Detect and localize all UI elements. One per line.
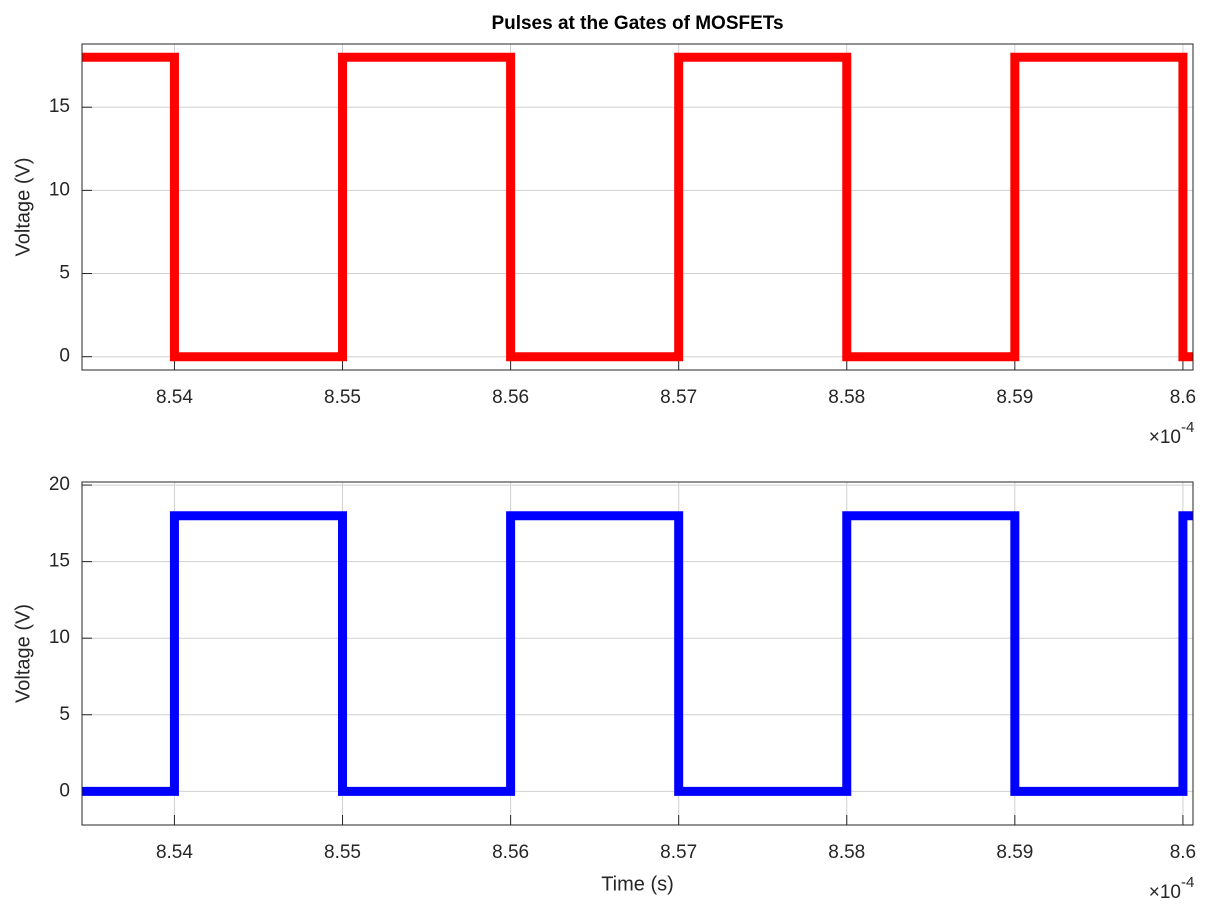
x-tick-label: 8.59 bbox=[996, 387, 1033, 408]
x-multiplier-exponent: -4 bbox=[1181, 874, 1194, 891]
x-tick-label: 8.55 bbox=[324, 387, 361, 408]
x-tick-label: 8.54 bbox=[156, 842, 193, 863]
x-tick-label: 8.6 bbox=[1170, 842, 1196, 863]
x-multiplier-exponent: -4 bbox=[1181, 419, 1194, 436]
y-tick-label: 5 bbox=[59, 704, 70, 725]
axes-box bbox=[81, 43, 1194, 371]
plot-area bbox=[82, 44, 1193, 370]
x-tick-label: 8.56 bbox=[492, 387, 529, 408]
x-tick-label: 8.55 bbox=[324, 842, 361, 863]
x-multiplier: ×10 bbox=[1149, 882, 1181, 903]
y-tick-label: 0 bbox=[59, 346, 70, 367]
x-axis-label: Time (s) bbox=[601, 873, 674, 895]
y-tick-label: 10 bbox=[49, 627, 70, 648]
chart-title: Pulses at the Gates of MOSFETs bbox=[491, 13, 783, 34]
y-tick-label: 15 bbox=[49, 551, 70, 572]
x-multiplier: ×10 bbox=[1149, 427, 1181, 448]
x-tick-label: 8.58 bbox=[828, 842, 865, 863]
signal-line bbox=[82, 511, 1193, 796]
y-tick-label: 15 bbox=[49, 96, 70, 117]
x-tick-label: 8.57 bbox=[660, 387, 697, 408]
y-tick-label: 20 bbox=[49, 474, 70, 495]
axes-box bbox=[81, 481, 1194, 826]
x-tick-label: 8.58 bbox=[828, 387, 865, 408]
x-tick-label: 8.6 bbox=[1170, 387, 1196, 408]
y-axis-label: Voltage (V) bbox=[12, 158, 34, 257]
x-tick-label: 8.59 bbox=[996, 842, 1033, 863]
y-tick-label: 10 bbox=[49, 179, 70, 200]
signal-line bbox=[82, 52, 1193, 362]
x-tick-label: 8.57 bbox=[660, 842, 697, 863]
x-tick-label: 8.56 bbox=[492, 842, 529, 863]
y-axis-label: Voltage (V) bbox=[12, 604, 34, 703]
x-tick-label: 8.54 bbox=[156, 387, 193, 408]
plot-area bbox=[82, 482, 1193, 825]
y-tick-label: 0 bbox=[59, 780, 70, 801]
y-tick-label: 5 bbox=[59, 263, 70, 284]
